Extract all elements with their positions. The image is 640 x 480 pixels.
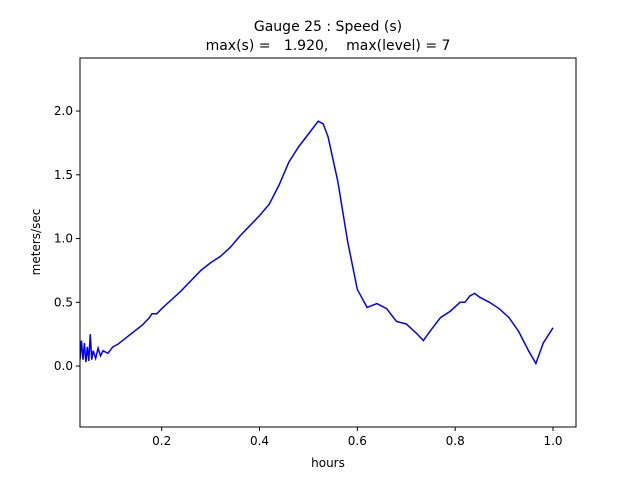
x-tick-label: 0.2 — [152, 434, 171, 448]
y-tick-label: 0.5 — [54, 295, 73, 309]
x-tick-label: 0.8 — [446, 434, 465, 448]
y-axis-label: meters/sec — [29, 209, 43, 276]
x-axis-label: hours — [311, 456, 345, 470]
y-tick-label: 0.0 — [54, 359, 73, 373]
chart-title: max(s) = 1.920, max(level) = 7 — [206, 38, 451, 54]
x-tick-label: 0.6 — [348, 434, 367, 448]
y-tick-label: 1.5 — [54, 168, 73, 182]
plot-frame — [79, 57, 577, 428]
x-tick-label: 0.4 — [250, 434, 269, 448]
x-tick-label: 1.0 — [543, 434, 562, 448]
y-tick-label: 2.0 — [54, 104, 73, 118]
chart-title: Gauge 25 : Speed (s) — [254, 19, 402, 35]
line — [80, 120, 554, 366]
y-tick-label: 1.0 — [54, 232, 73, 246]
